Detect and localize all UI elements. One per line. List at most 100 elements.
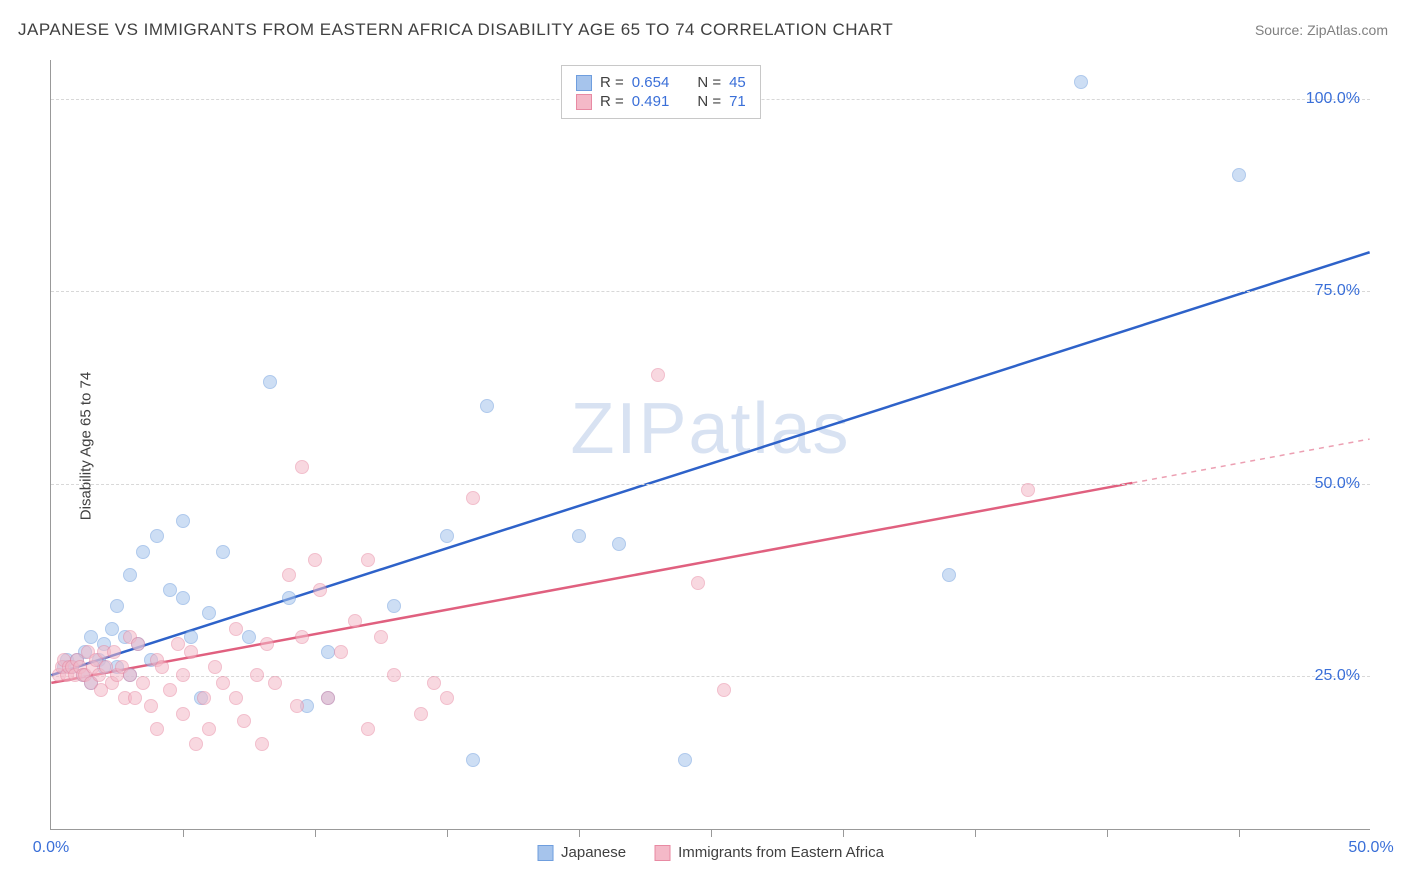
y-tick-label: 25.0% bbox=[1315, 667, 1360, 685]
data-point bbox=[131, 637, 145, 651]
stat-n-label: N = bbox=[697, 93, 721, 110]
legend-item: Immigrants from Eastern Africa bbox=[654, 844, 884, 861]
legend-label: Immigrants from Eastern Africa bbox=[678, 844, 884, 861]
data-point bbox=[163, 683, 177, 697]
data-point bbox=[260, 637, 274, 651]
trendlines bbox=[51, 60, 1370, 829]
data-point bbox=[216, 676, 230, 690]
data-point bbox=[202, 722, 216, 736]
data-point bbox=[361, 722, 375, 736]
data-point bbox=[176, 591, 190, 605]
data-point bbox=[176, 707, 190, 721]
data-point bbox=[189, 737, 203, 751]
data-point bbox=[466, 753, 480, 767]
data-point bbox=[107, 645, 121, 659]
data-point bbox=[427, 676, 441, 690]
data-point bbox=[84, 630, 98, 644]
data-point bbox=[414, 707, 428, 721]
data-point bbox=[440, 691, 454, 705]
data-point bbox=[334, 645, 348, 659]
data-point bbox=[123, 668, 137, 682]
data-point bbox=[184, 630, 198, 644]
data-point bbox=[282, 591, 296, 605]
stat-r-value: 0.491 bbox=[632, 93, 670, 110]
data-point bbox=[150, 529, 164, 543]
correlation-stats-box: R = 0.654 N = 45 R = 0.491 N = 71 bbox=[561, 65, 761, 119]
data-point bbox=[229, 622, 243, 636]
stat-n-value: 45 bbox=[729, 74, 746, 91]
data-point bbox=[136, 545, 150, 559]
data-point bbox=[348, 614, 362, 628]
legend-swatch bbox=[537, 845, 553, 861]
gridline-h bbox=[51, 484, 1370, 485]
y-tick-label: 75.0% bbox=[1315, 282, 1360, 300]
data-point bbox=[480, 399, 494, 413]
data-point bbox=[184, 645, 198, 659]
data-point bbox=[150, 722, 164, 736]
stat-r-value: 0.654 bbox=[632, 74, 670, 91]
x-tick-minor bbox=[711, 829, 712, 837]
data-point bbox=[321, 691, 335, 705]
data-point bbox=[163, 583, 177, 597]
data-point bbox=[295, 630, 309, 644]
data-point bbox=[440, 529, 454, 543]
stat-row: R = 0.654 N = 45 bbox=[576, 74, 746, 91]
chart-title: JAPANESE VS IMMIGRANTS FROM EASTERN AFRI… bbox=[18, 20, 893, 40]
data-point bbox=[387, 599, 401, 613]
data-point bbox=[466, 491, 480, 505]
legend-item: Japanese bbox=[537, 844, 626, 861]
data-point bbox=[237, 714, 251, 728]
stat-r-label: R = bbox=[600, 93, 624, 110]
data-point bbox=[295, 460, 309, 474]
data-point bbox=[197, 691, 211, 705]
plot-area: ZIPatlas 25.0%50.0%75.0%100.0%0.0%50.0%R… bbox=[50, 60, 1370, 830]
data-point bbox=[128, 691, 142, 705]
x-tick-minor bbox=[1107, 829, 1108, 837]
data-point bbox=[691, 576, 705, 590]
data-point bbox=[105, 622, 119, 636]
series-swatch bbox=[576, 75, 592, 91]
x-tick-label: 50.0% bbox=[1348, 839, 1393, 857]
gridline-h bbox=[51, 676, 1370, 677]
data-point bbox=[1021, 483, 1035, 497]
x-tick-minor bbox=[315, 829, 316, 837]
data-point bbox=[387, 668, 401, 682]
data-point bbox=[136, 676, 150, 690]
data-point bbox=[308, 553, 322, 567]
data-point bbox=[321, 645, 335, 659]
x-tick-minor bbox=[975, 829, 976, 837]
gridline-h bbox=[51, 291, 1370, 292]
data-point bbox=[155, 660, 169, 674]
source-label: Source: ZipAtlas.com bbox=[1255, 22, 1388, 38]
watermark: ZIPatlas bbox=[570, 388, 850, 470]
stat-row: R = 0.491 N = 71 bbox=[576, 93, 746, 110]
data-point bbox=[176, 514, 190, 528]
y-tick-label: 50.0% bbox=[1315, 475, 1360, 493]
data-point bbox=[110, 599, 124, 613]
data-point bbox=[123, 568, 137, 582]
data-point bbox=[171, 637, 185, 651]
data-point bbox=[263, 375, 277, 389]
stat-n-label: N = bbox=[697, 74, 721, 91]
series-swatch bbox=[576, 94, 592, 110]
data-point bbox=[229, 691, 243, 705]
x-tick-minor bbox=[183, 829, 184, 837]
data-point bbox=[202, 606, 216, 620]
x-tick-minor bbox=[447, 829, 448, 837]
data-point bbox=[208, 660, 222, 674]
x-tick-label: 0.0% bbox=[33, 839, 69, 857]
data-point bbox=[717, 683, 731, 697]
data-point bbox=[282, 568, 296, 582]
data-point bbox=[942, 568, 956, 582]
legend-label: Japanese bbox=[561, 844, 626, 861]
data-point bbox=[144, 699, 158, 713]
data-point bbox=[268, 676, 282, 690]
stat-r-label: R = bbox=[600, 74, 624, 91]
stat-n-value: 71 bbox=[729, 93, 746, 110]
data-point bbox=[313, 583, 327, 597]
data-point bbox=[290, 699, 304, 713]
data-point bbox=[651, 368, 665, 382]
data-point bbox=[572, 529, 586, 543]
data-point bbox=[176, 668, 190, 682]
data-point bbox=[612, 537, 626, 551]
